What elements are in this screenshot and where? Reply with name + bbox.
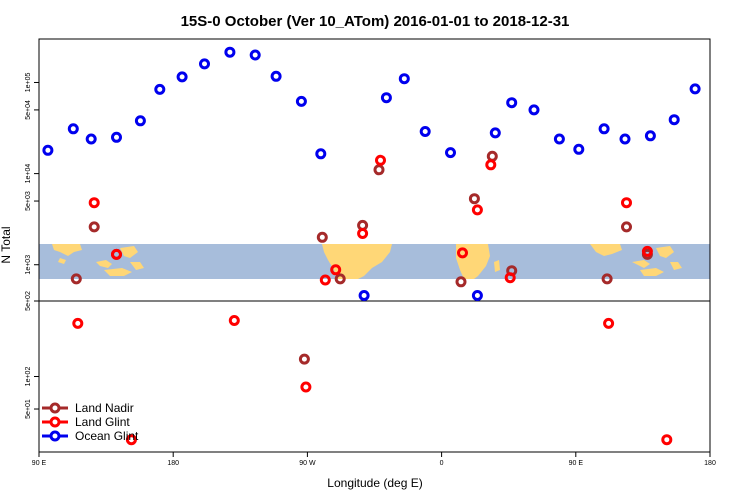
y-lower-tick-label-2: 5e+02 [25,291,32,311]
land-glint-point-13 [504,272,516,284]
land-glint-point-7 [330,264,342,276]
ocean-glint-point-23 [573,143,585,155]
chart-title: 15S-0 October (Ver 10_ATom) 2016-01-01 t… [181,13,570,30]
x-tick-label-0: 90 E [32,460,47,467]
ocean-glint-point-22 [553,133,565,145]
ocean-glint-point-14 [380,92,392,104]
ocean-glint-point-15 [398,73,410,85]
ocean-glint-point-18 [471,290,483,301]
ocean-glint-point-16 [419,126,431,137]
land-nadir-point-13 [621,221,632,233]
y-upper-tick-label-4: 1e+05 [25,73,32,93]
land-glint-point-5 [300,381,312,393]
land-glint-point-15 [621,197,632,209]
land-glint-point-2 [111,248,122,260]
ocean-glint-point-4 [134,115,146,127]
land-nadir-point-1 [88,221,100,233]
map-land-asia-left [52,244,144,276]
land-glint-point-17 [661,434,673,446]
ocean-glint-point-9 [249,49,261,61]
x-tick-label-2: 90 W [299,460,316,467]
ocean-glint-point-6 [176,71,188,83]
legend-label-land-nadir: Land Nadir [75,401,134,415]
ocean-glint-point-12 [315,148,327,160]
ocean-glint-point-11 [295,95,307,107]
land-glint-point-9 [375,154,386,166]
ocean-glint-point-27 [668,114,680,126]
ocean-glint-point-7 [199,58,210,70]
map-land-asia-right [590,244,682,276]
legend-marker-land-glint [49,416,61,428]
ocean-glint-point-3 [111,131,122,143]
land-glint-point-14 [603,317,615,329]
legend-label-land-glint: Land Glint [75,415,130,429]
land-glint-point-4 [228,315,240,326]
ocean-glint-point-10 [270,70,282,82]
data-points [42,46,701,446]
ocean-glint-point-1 [67,123,79,135]
land-nadir-point-4 [316,231,328,243]
land-glint-point-3 [125,434,137,446]
ocean-glint-point-21 [528,104,540,116]
y-lower-tick-label-0: 5e+01 [25,399,32,419]
land-nadir-point-7 [373,164,385,176]
map-strip [39,244,710,279]
lower-panel-fill [39,301,710,452]
x-tick-label-5: 180 [704,460,716,467]
lower-panel-band [39,301,710,452]
ocean-glint-point-2 [85,133,97,145]
ocean-glint-point-19 [489,127,501,139]
land-nadir-point-3 [298,353,310,365]
legend-marker-land-nadir [49,402,61,414]
land-glint-point-1 [88,197,100,209]
land-nadir-point-8 [455,276,467,288]
land-glint-point-0 [72,317,84,329]
ocean-glint-point-17 [445,147,456,159]
land-glint-point-6 [319,274,331,286]
land-nadir-point-9 [468,193,480,205]
x-axis-label: Longitude (deg E) [327,476,422,490]
ocean-glint-point-25 [619,133,631,145]
y-upper-tick-label-1: 5e+03 [25,191,32,211]
ocean-glint-point-13 [358,290,370,301]
land-glint-point-8 [357,228,369,239]
land-nadir-point-12 [601,273,613,285]
y-axis-label: N Total [0,226,13,263]
land-glint-point-11 [471,204,483,216]
ocean-glint-point-24 [598,123,610,135]
y-upper-tick-label-0: 1e+03 [25,255,32,275]
x-axis: 90 E 180 90 W 0 90 E 180 [32,452,716,467]
x-tick-label-3: 0 [440,460,444,467]
land-glint-point-16 [641,245,653,257]
ocean-glint-point-0 [42,144,54,156]
ocean-glint-point-5 [154,83,166,95]
land-nadir-point-0 [70,273,82,285]
plot-frame [38,38,711,453]
y-axis: 1e+03 5e+03 1e+04 5e+04 1e+05 5e+01 1e+02 5e+02 [25,73,39,419]
y-lower-tick-label-1: 1e+02 [25,367,32,387]
y-upper-tick-label-2: 1e+04 [25,164,32,184]
land-nadir-point-5 [334,273,346,285]
y-upper-tick-label-3: 5e+04 [25,100,32,120]
x-tick-label-4: 90 E [569,460,584,467]
ocean-glint-point-8 [224,46,236,58]
ocean-glint-point-26 [644,130,656,142]
ocean-glint-point-20 [506,97,518,109]
legend-label-ocean-glint: Ocean Glint [75,429,139,443]
ocean-glint-point-28 [689,83,701,95]
land-glint-point-12 [485,159,497,171]
land-nadir-point-10 [486,150,498,162]
legend-marker-ocean-glint [49,430,61,442]
x-tick-label-1: 180 [167,460,179,467]
land-glint-point-10 [457,247,468,259]
